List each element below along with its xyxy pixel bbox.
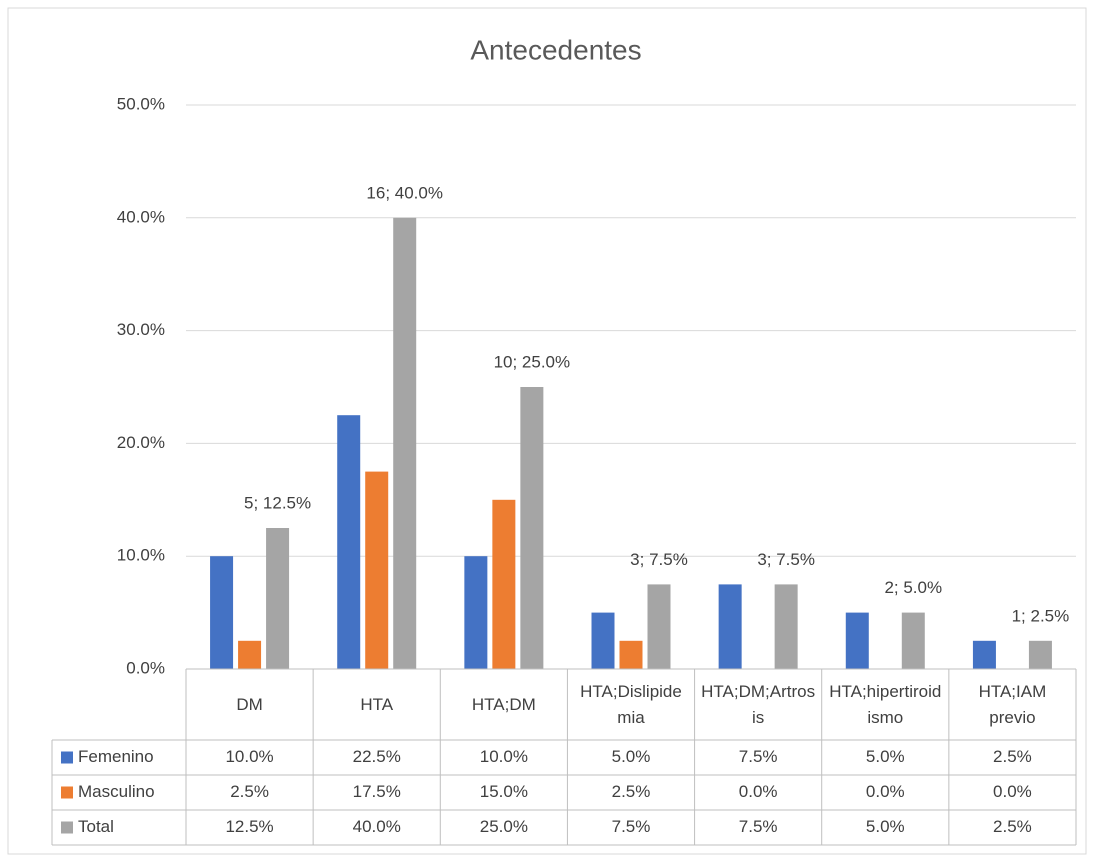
x-tick-label: HTA (360, 694, 394, 714)
table-cell: 40.0% (353, 817, 401, 836)
bar (520, 387, 544, 669)
x-tick-label: HTA;IAM previo (978, 681, 1047, 727)
legend-key (61, 821, 73, 834)
table-cell: 17.5% (353, 782, 401, 801)
bar (464, 556, 488, 669)
bar (238, 640, 262, 669)
bar (591, 612, 615, 669)
bar (1028, 640, 1052, 669)
table-cell: 15.0% (480, 782, 528, 801)
x-tick-label: HTA;DM (471, 694, 536, 714)
y-tick-label: 40.0% (117, 207, 165, 226)
category-cell: HTA;DM;Artrosis (701, 681, 816, 727)
x-tick-label: HTA;DM;Artrosis (701, 681, 816, 727)
table-cell: 22.5% (353, 747, 401, 766)
bar (393, 217, 417, 670)
category-cell: HTA;IAM previo (978, 681, 1047, 727)
table-cell: 10.0% (225, 747, 273, 766)
bar (365, 471, 389, 669)
table-cell: 5.0% (866, 747, 905, 766)
bar (774, 584, 798, 669)
data-label: 2; 5.0% (884, 578, 942, 597)
table-cell: 7.5% (612, 817, 651, 836)
category-cell: HTA (360, 694, 394, 714)
category-cell: DM (236, 694, 263, 714)
bar (647, 584, 671, 669)
y-tick-label: 50.0% (117, 94, 165, 113)
data-label: 16; 40.0% (366, 183, 443, 202)
category-cell: HTA;hipertiroidismo (829, 681, 942, 727)
table-cell: 2.5% (230, 782, 269, 801)
bar (492, 499, 516, 669)
data-label: 5; 12.5% (244, 493, 311, 512)
chart-frame (7, 7, 1087, 855)
table-cell: 7.5% (739, 817, 778, 836)
category-cell: HTA;DM (471, 694, 536, 714)
table-cell: 2.5% (993, 817, 1032, 836)
data-label: 3; 7.5% (757, 550, 815, 569)
bar (266, 528, 290, 669)
y-tick-label: 10.0% (117, 546, 165, 565)
bar (845, 612, 869, 669)
category-cell: HTA;Dislipidemia (580, 681, 682, 727)
table-cell: 7.5% (739, 747, 778, 766)
table-cell: 2.5% (993, 747, 1032, 766)
bar (972, 640, 996, 669)
legend-label: Femenino (78, 747, 154, 766)
table-cell: 25.0% (480, 817, 528, 836)
x-tick-label: HTA;hipertiroidismo (829, 681, 942, 727)
data-label: 1; 2.5% (1012, 606, 1070, 625)
y-tick-label: 0.0% (126, 658, 165, 677)
table-cell: 2.5% (612, 782, 651, 801)
bar (619, 640, 643, 669)
legend-label: Total (78, 817, 114, 836)
bar (337, 415, 361, 669)
table-cell: 0.0% (739, 782, 778, 801)
table-cell: 0.0% (993, 782, 1032, 801)
y-tick-label: 30.0% (117, 320, 165, 339)
legend-key (61, 751, 73, 764)
table-cell: 0.0% (866, 782, 905, 801)
bar (210, 556, 234, 669)
table-cell: 12.5% (225, 817, 273, 836)
legend-label: Masculino (78, 782, 155, 801)
x-tick-label: DM (236, 694, 263, 714)
table-cell: 10.0% (480, 747, 528, 766)
table-cell: 5.0% (612, 747, 651, 766)
table-cell: 5.0% (866, 817, 905, 836)
chart-title: Antecedentes (470, 34, 641, 65)
y-tick-label: 20.0% (117, 433, 165, 452)
data-label: 10; 25.0% (494, 352, 571, 371)
bar (901, 612, 925, 669)
x-tick-label: HTA;Dislipidemia (580, 681, 682, 727)
bar (718, 584, 742, 669)
data-label: 3; 7.5% (630, 550, 688, 569)
legend-key (61, 786, 73, 799)
